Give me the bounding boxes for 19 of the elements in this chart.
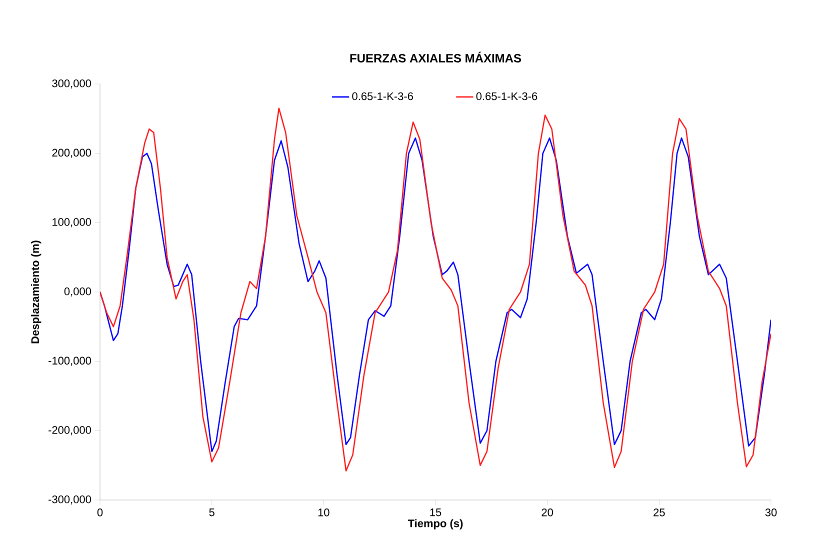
x-tick-label: 30: [765, 508, 777, 516]
y-tick-label: -100,000: [48, 356, 92, 366]
chart-title: FUERZAS AXIALES MÁXIMAS: [350, 52, 522, 62]
y-tick-label: 100,000: [52, 218, 92, 228]
x-tick-label: 20: [542, 508, 554, 516]
legend-label: 0.65-1-K-3-6: [352, 92, 414, 100]
y-tick-label: 200,000: [52, 148, 92, 158]
y-tick-label: -300,000: [48, 495, 92, 505]
y-tick-label: 300,000: [52, 79, 92, 89]
x-axis-title: Tiempo (s): [408, 519, 463, 530]
y-tick-label: -200,000: [48, 426, 92, 436]
x-tick-label: 10: [318, 508, 330, 516]
x-tick-label: 15: [430, 508, 442, 516]
x-tick-label: 0: [97, 508, 103, 516]
x-tick-label: 5: [209, 508, 214, 516]
x-tick-label: 25: [654, 508, 665, 516]
y-axis-title: Desplazamiento (m): [30, 240, 42, 344]
y-tick-label: 0,000: [64, 287, 92, 297]
legend-label: 0.65-1-K-3-6: [476, 92, 538, 100]
